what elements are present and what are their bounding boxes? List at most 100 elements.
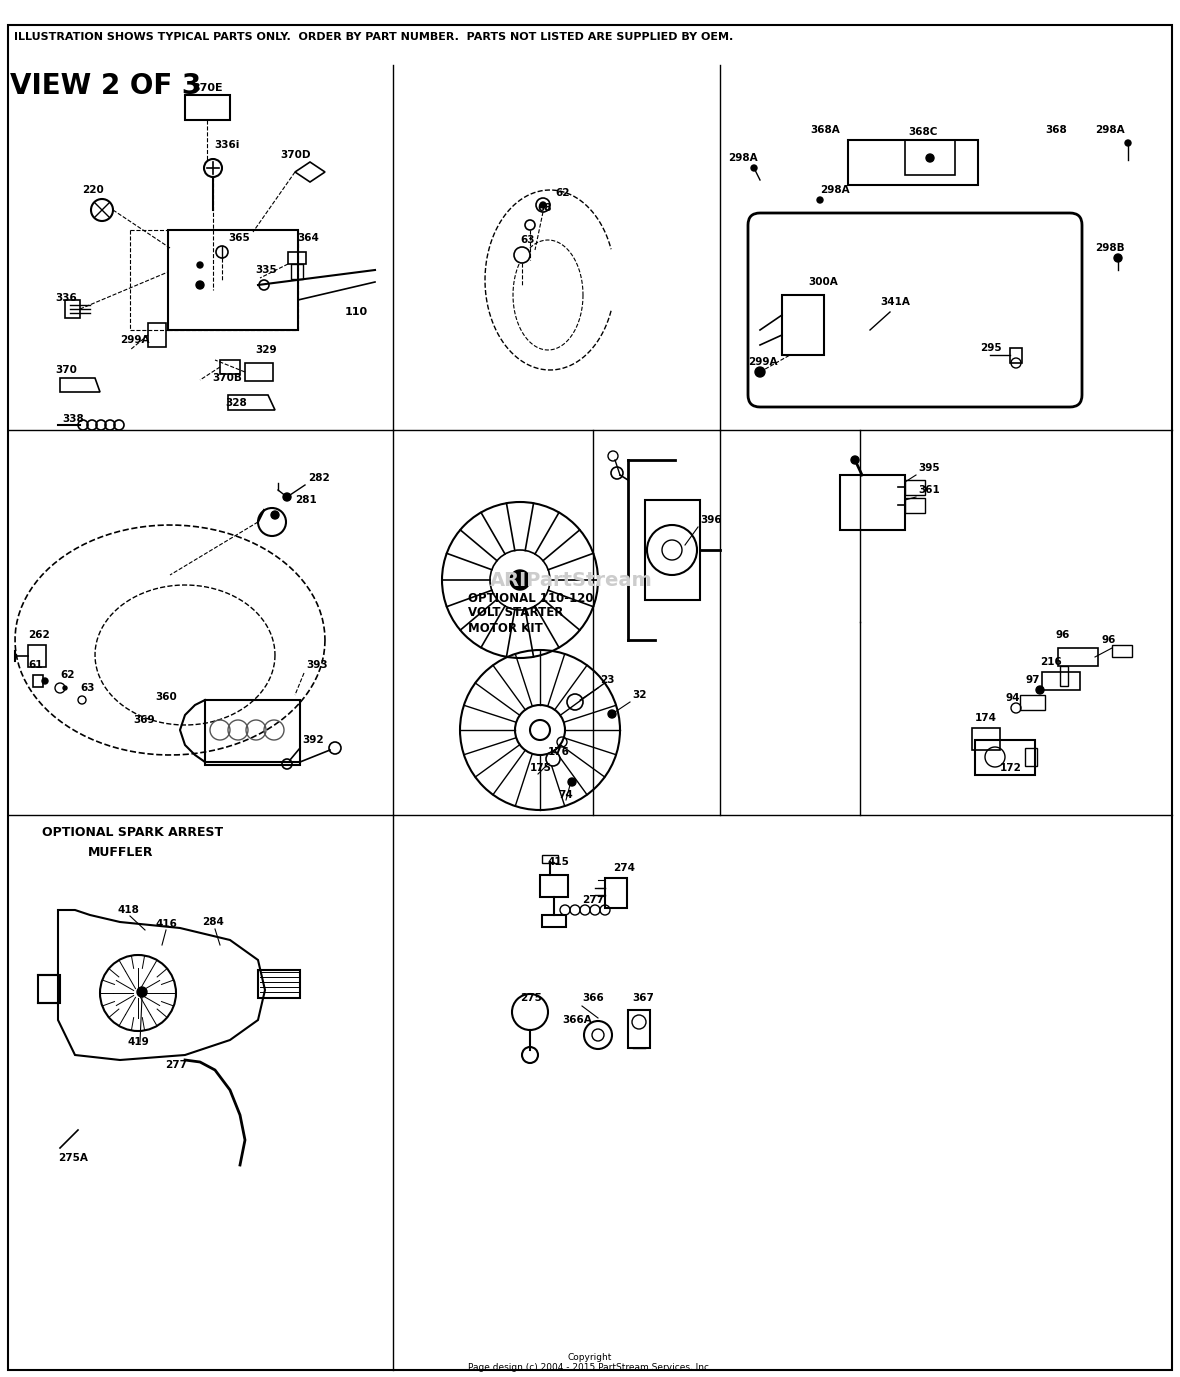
Bar: [1010, 348, 1022, 364]
Text: 300A: 300A: [808, 277, 838, 286]
Bar: [245, 364, 273, 381]
Text: 176: 176: [548, 746, 570, 757]
Bar: [258, 969, 300, 998]
Text: 32: 32: [632, 690, 647, 700]
Text: 370D: 370D: [280, 150, 310, 160]
Text: 68: 68: [537, 202, 551, 213]
Text: 110: 110: [345, 307, 368, 317]
Bar: [1060, 666, 1068, 686]
Text: ARIPartStream: ARIPartStream: [490, 570, 653, 589]
Circle shape: [546, 752, 560, 766]
Text: 274: 274: [612, 863, 635, 873]
Text: Page design (c) 2004 - 2015 PartStream Services, Inc.: Page design (c) 2004 - 2015 PartStream S…: [468, 1363, 712, 1373]
Bar: [905, 481, 925, 494]
Bar: [848, 140, 978, 185]
Text: 277: 277: [165, 1060, 186, 1070]
Bar: [972, 728, 999, 750]
Text: 336i: 336i: [214, 140, 240, 150]
Circle shape: [514, 246, 530, 263]
Text: 366A: 366A: [562, 1015, 591, 1024]
Text: 416: 416: [155, 918, 177, 929]
Text: 368C: 368C: [907, 127, 937, 136]
Text: 298A: 298A: [820, 185, 850, 196]
Bar: [782, 295, 824, 355]
Bar: [33, 675, 42, 687]
Circle shape: [540, 202, 546, 208]
Text: 370E: 370E: [192, 83, 223, 94]
Text: 275: 275: [520, 993, 542, 1002]
Text: 360: 360: [155, 693, 177, 702]
Bar: [28, 644, 46, 666]
Text: 361: 361: [918, 485, 939, 494]
Text: 298A: 298A: [1095, 125, 1125, 135]
Text: 277: 277: [582, 895, 604, 905]
Text: 396: 396: [700, 515, 722, 525]
Text: MUFFLER: MUFFLER: [88, 845, 153, 858]
Text: 298B: 298B: [1095, 242, 1125, 253]
Text: Copyright: Copyright: [568, 1354, 612, 1362]
Text: 419: 419: [127, 1037, 150, 1047]
Text: 61: 61: [28, 660, 42, 671]
Text: 74: 74: [558, 790, 572, 800]
Circle shape: [1114, 253, 1122, 262]
Bar: [905, 498, 925, 514]
Text: ILLUSTRATION SHOWS TYPICAL PARTS ONLY.  ORDER BY PART NUMBER.  PARTS NOT LISTED : ILLUSTRATION SHOWS TYPICAL PARTS ONLY. O…: [14, 32, 733, 43]
Text: 338: 338: [63, 414, 84, 424]
Text: 295: 295: [981, 343, 1002, 353]
Circle shape: [1036, 686, 1044, 694]
Text: 299A: 299A: [120, 335, 150, 346]
Circle shape: [817, 197, 822, 202]
Text: 365: 365: [228, 233, 250, 242]
Bar: [168, 230, 299, 330]
Bar: [628, 1009, 650, 1048]
Circle shape: [755, 368, 765, 377]
Text: 282: 282: [308, 474, 329, 483]
Text: MOTOR KIT: MOTOR KIT: [468, 621, 543, 635]
Text: 370: 370: [55, 365, 77, 375]
Circle shape: [510, 570, 530, 589]
Text: OPTIONAL SPARK ARREST: OPTIONAL SPARK ARREST: [42, 826, 223, 840]
Bar: [1025, 748, 1037, 766]
Bar: [905, 140, 955, 175]
Text: 329: 329: [255, 346, 276, 355]
Text: 96: 96: [1102, 635, 1116, 644]
Circle shape: [568, 778, 576, 786]
Text: 94: 94: [1007, 693, 1021, 704]
Text: 275A: 275A: [58, 1153, 87, 1164]
Bar: [65, 300, 80, 318]
Circle shape: [1125, 140, 1130, 146]
Text: 216: 216: [1040, 657, 1062, 666]
Text: 364: 364: [297, 233, 319, 242]
Text: 299A: 299A: [748, 357, 778, 368]
Text: 369: 369: [133, 715, 155, 726]
Text: 370B: 370B: [212, 373, 242, 383]
Bar: [975, 739, 1035, 775]
Bar: [542, 855, 558, 863]
Bar: [1020, 695, 1045, 711]
Bar: [542, 914, 566, 927]
Text: 367: 367: [632, 993, 654, 1002]
Bar: [219, 359, 240, 375]
Bar: [205, 700, 300, 766]
Bar: [605, 879, 627, 907]
Text: 96: 96: [1055, 631, 1069, 640]
Text: 97: 97: [1025, 675, 1040, 684]
Text: VOLT STARTER: VOLT STARTER: [468, 606, 563, 620]
Bar: [840, 475, 905, 530]
Bar: [148, 324, 166, 347]
Circle shape: [137, 987, 148, 997]
Text: 63: 63: [520, 235, 535, 245]
Circle shape: [851, 456, 859, 464]
Text: 415: 415: [548, 856, 570, 868]
Text: 281: 281: [295, 494, 316, 505]
Circle shape: [196, 281, 204, 289]
Bar: [645, 500, 700, 600]
Text: OPTIONAL 110-120: OPTIONAL 110-120: [468, 592, 594, 605]
Text: 393: 393: [306, 660, 328, 671]
Text: 341A: 341A: [880, 297, 910, 307]
Text: 392: 392: [302, 735, 323, 745]
Text: VIEW 2 OF 3: VIEW 2 OF 3: [9, 72, 202, 101]
Text: 418: 418: [118, 905, 140, 914]
Circle shape: [283, 493, 291, 501]
Text: 298A: 298A: [728, 153, 758, 162]
